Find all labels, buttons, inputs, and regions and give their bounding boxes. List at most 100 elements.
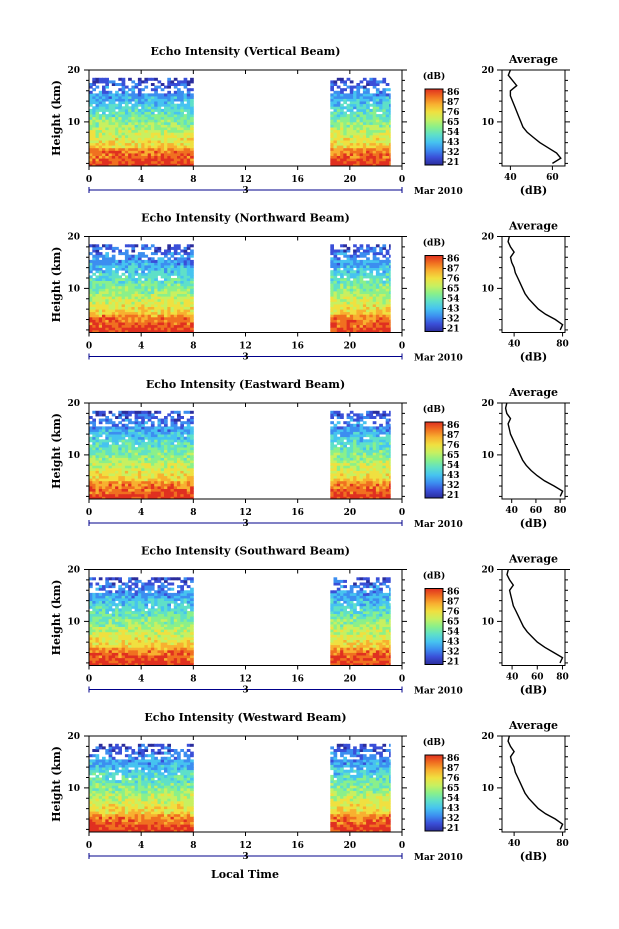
heatmap-cell	[375, 467, 380, 471]
heatmap-cell	[346, 457, 351, 461]
heatmap-cell	[379, 452, 383, 456]
heatmap-cell	[95, 483, 100, 487]
heatmap-cell	[118, 249, 122, 253]
heatmap-cell	[164, 322, 168, 326]
heatmap-cell	[121, 278, 126, 281]
heatmap-cell	[154, 280, 158, 284]
heatmap-cell	[150, 486, 155, 489]
heatmap-cell	[134, 114, 139, 118]
heatmap-cell	[183, 465, 188, 469]
heatmap-cell	[108, 493, 113, 497]
heatmap-cell	[111, 280, 116, 284]
heatmap-cell	[147, 108, 152, 112]
heatmap-cell	[173, 119, 178, 123]
heatmap-cell	[164, 483, 168, 487]
heatmap-cell	[356, 119, 361, 123]
heatmap-cell	[105, 311, 109, 315]
heatmap-cell	[115, 267, 119, 271]
heatmap-cell	[102, 470, 106, 474]
heatmap-cell	[186, 244, 191, 248]
heatmap-cell	[170, 121, 175, 125]
heatmap-cell	[98, 160, 103, 164]
heatmap-cell	[177, 145, 181, 149]
heatmap-cell	[385, 257, 390, 261]
heatmap-cell	[134, 291, 139, 294]
heatmap-cell	[180, 329, 184, 333]
heatmap-cell	[144, 441, 149, 445]
heatmap-cell	[141, 160, 145, 164]
heatmap-cell	[118, 259, 122, 263]
heatmap-cell	[95, 465, 100, 469]
heatmap-cell	[89, 454, 93, 458]
heatmap-cell	[144, 145, 149, 149]
heatmap-cell	[353, 95, 357, 99]
heatmap-cell	[183, 316, 188, 320]
heatmap-cell	[343, 322, 347, 326]
heatmap-cell	[147, 272, 152, 276]
heatmap-cell	[340, 296, 344, 300]
heatmap-cell	[154, 103, 158, 107]
heatmap-cell	[154, 77, 158, 81]
heatmap-cell	[141, 460, 145, 464]
heatmap-cell	[177, 244, 181, 248]
heatmap-cell	[180, 119, 184, 123]
heatmap-cell	[190, 147, 194, 151]
heatmap-cell	[98, 116, 103, 120]
heatmap-cell	[333, 90, 338, 94]
heatmap-cell	[333, 319, 338, 323]
heatmap-cell	[369, 436, 374, 440]
heatmap-cell	[170, 111, 175, 115]
heatmap-cell	[134, 418, 139, 422]
heatmap-cell	[102, 431, 106, 435]
heatmap-cell	[105, 137, 109, 141]
heatmap-cell	[186, 465, 191, 469]
heatmap-cell	[108, 285, 113, 289]
heatmap-cell	[137, 95, 142, 99]
heatmap-cell	[108, 95, 113, 99]
heatmap-cell	[382, 324, 387, 328]
heatmap-cell	[343, 457, 347, 461]
heatmap-cell	[170, 278, 175, 281]
heatmap-cell	[349, 293, 354, 297]
heatmap-cell	[336, 462, 341, 466]
heatmap-cell	[92, 473, 96, 477]
heatmap-cell	[340, 467, 344, 471]
heatmap-cell	[150, 267, 155, 271]
heatmap-cell	[167, 316, 171, 320]
heatmap-cell	[343, 298, 347, 302]
heatmap-cell	[150, 114, 155, 118]
heatmap-cell	[98, 132, 103, 136]
average-title: Average	[508, 220, 558, 233]
heatmap-cell	[177, 454, 181, 458]
heatmap-cell	[118, 447, 122, 451]
heatmap-cell	[137, 436, 142, 440]
heatmap-cell	[362, 324, 367, 328]
heatmap-cell	[141, 457, 145, 461]
heatmap-cell	[190, 142, 194, 146]
heatmap-cell	[379, 252, 383, 256]
heatmap-cell	[180, 142, 184, 146]
heatmap-cell	[180, 121, 184, 125]
heatmap-cell	[362, 304, 367, 307]
heatmap-cell	[118, 483, 122, 487]
heatmap-cell	[385, 431, 390, 435]
heatmap-cell	[369, 431, 374, 435]
heatmap-cell	[141, 88, 145, 92]
heatmap-cell	[356, 423, 361, 427]
heatmap-cell	[336, 77, 341, 81]
heatmap-cell	[131, 311, 136, 315]
heatmap-cell	[108, 421, 113, 425]
heatmap-cell	[336, 249, 341, 253]
heatmap-cell	[105, 416, 109, 419]
heatmap-cell	[190, 304, 194, 307]
heatmap-cell	[353, 314, 357, 318]
heatmap-cell	[340, 301, 344, 305]
heatmap-cell	[385, 418, 390, 422]
heatmap-cell	[385, 298, 390, 302]
heatmap-cell	[89, 127, 93, 131]
heatmap-cell	[353, 145, 357, 149]
heatmap-cell	[124, 129, 129, 133]
heatmap-cell	[385, 319, 390, 323]
heatmap-cell	[346, 267, 351, 271]
heatmap-cell	[346, 132, 351, 136]
